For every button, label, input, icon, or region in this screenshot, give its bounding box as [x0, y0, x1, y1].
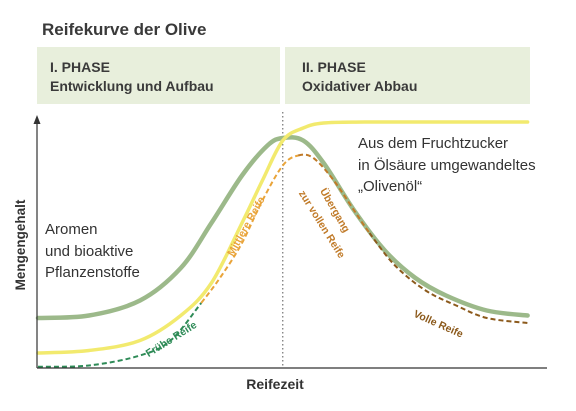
annotation-left-line-3: Pflanzenstoffe [45, 264, 140, 281]
phase-1-box: I. PHASE Entwicklung und Aufbau [37, 47, 280, 104]
series-1-line [36, 120, 530, 355]
annotation-right: Aus dem Fruchtzucker in Ölsäure umgewand… [358, 133, 536, 198]
phase-2-label: II. PHASE [302, 59, 366, 75]
chart-title: Reifekurve der Olive [42, 20, 207, 39]
annotation-right-line-1: Aus dem Fruchtzucker [358, 135, 509, 152]
phase-2-box: II. PHASE Oxidativer Abbau [285, 47, 530, 104]
curve-label-early: Frühe Reife [144, 319, 199, 360]
annotation-right-line-2: in Ölsäure umgewandeltes [358, 156, 536, 174]
y-axis-arrow [33, 115, 41, 124]
y-axis-label: Mengengehalt [13, 199, 28, 290]
series-3-dashed-segment [200, 154, 299, 304]
curves-group [35, 120, 530, 368]
x-axis-label: Reifezeit [246, 376, 304, 392]
curve-label-middle: Mittlere Reife [225, 195, 268, 259]
curve-label-full: Volle Reife [412, 308, 465, 341]
series-2-dashed-segment [37, 302, 202, 368]
phase-1-name: Entwicklung und Aufbau [50, 78, 214, 94]
phase-2-name: Oxidativer Abbau [302, 78, 418, 94]
annotation-left: Aromen und bioaktive Pflanzenstoffe [45, 219, 140, 284]
series-4-dashed-segment [297, 153, 371, 234]
series-0-line [35, 135, 530, 321]
annotation-right-line-3: „Olivenöl“ [358, 178, 423, 195]
annotation-left-line-1: Aromen [45, 221, 98, 238]
series-5-dashed-segment [368, 232, 528, 324]
annotation-left-line-2: und bioaktive [45, 242, 134, 260]
phase-1-label: I. PHASE [50, 59, 110, 75]
